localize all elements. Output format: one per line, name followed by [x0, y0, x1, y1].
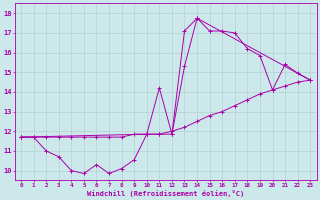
X-axis label: Windchill (Refroidissement éolien,°C): Windchill (Refroidissement éolien,°C)	[87, 190, 244, 197]
